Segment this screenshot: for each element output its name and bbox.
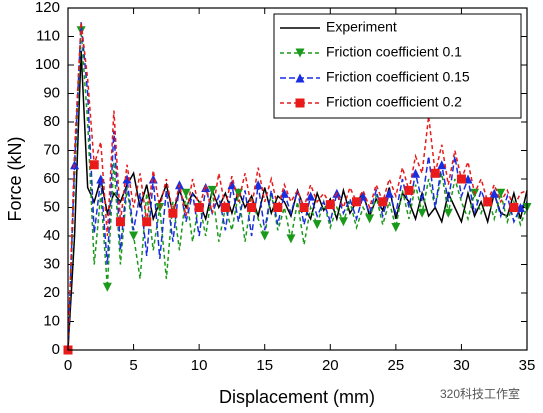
marker	[496, 188, 506, 198]
marker	[207, 185, 217, 195]
x-tick-label: 35	[519, 357, 536, 374]
marker	[365, 214, 375, 224]
marker	[273, 203, 283, 212]
x-tick-label: 15	[256, 357, 273, 374]
x-tick-label: 25	[388, 357, 405, 374]
marker	[295, 48, 305, 58]
marker	[384, 188, 394, 198]
legend-label: Friction coefficient 0.2	[326, 94, 462, 110]
marker	[456, 174, 466, 184]
y-tick-label: 20	[43, 284, 60, 301]
marker	[295, 98, 305, 108]
y-tick-label: 0	[52, 341, 60, 358]
marker	[148, 174, 158, 184]
marker	[260, 231, 270, 241]
marker	[220, 203, 230, 212]
marker	[489, 188, 499, 198]
marker	[437, 160, 447, 170]
y-tick-label: 110	[36, 27, 60, 44]
marker	[89, 160, 99, 170]
series	[67, 26, 532, 351]
marker	[306, 191, 316, 201]
marker	[411, 168, 421, 178]
marker	[115, 217, 125, 227]
legend-label: Friction coefficient 0.15	[326, 69, 470, 85]
y-tick-label: 10	[43, 312, 60, 329]
y-tick-label: 70	[43, 141, 60, 158]
legend-label: Experiment	[326, 19, 397, 35]
marker	[352, 197, 362, 207]
x-tick-label: 30	[453, 357, 470, 374]
y-axis-title: Force (kN)	[5, 137, 25, 222]
legend-box	[273, 13, 522, 119]
x-tick-label: 5	[129, 357, 137, 374]
marker	[247, 203, 257, 212]
marker	[286, 234, 296, 244]
series-line	[67, 30, 528, 351]
marker	[233, 188, 243, 198]
marker	[483, 197, 493, 207]
y-tick-label: 40	[43, 227, 60, 244]
marker	[181, 188, 191, 198]
y-tick-label: 100	[35, 56, 60, 73]
series	[63, 22, 528, 355]
marker	[295, 73, 305, 83]
marker	[129, 231, 139, 241]
y-tick-label: 120	[35, 0, 60, 16]
marker	[417, 208, 427, 218]
marker	[404, 185, 414, 195]
y-tick-label: 50	[43, 198, 60, 215]
series-line	[67, 22, 528, 351]
marker	[299, 203, 309, 212]
marker	[325, 200, 335, 210]
marker	[312, 220, 322, 230]
y-tick-label: 30	[43, 255, 60, 272]
marker	[194, 203, 204, 212]
marker	[279, 188, 289, 198]
marker	[102, 282, 112, 292]
x-tick-label: 0	[64, 357, 72, 374]
watermark: 320科技工作室	[440, 386, 520, 401]
x-axis-title: Displacement (mm)	[219, 387, 375, 407]
marker	[142, 217, 152, 227]
x-tick-label: 10	[191, 357, 208, 374]
marker	[391, 222, 401, 232]
marker	[430, 168, 440, 178]
plot-frame	[67, 7, 528, 351]
series-line	[67, 22, 528, 351]
marker	[378, 197, 388, 207]
legend-label: Friction coefficient 0.1	[326, 44, 462, 60]
marker	[253, 180, 263, 190]
marker	[338, 217, 348, 227]
marker	[509, 203, 519, 212]
y-tick-label: 60	[43, 170, 60, 187]
marker	[122, 174, 132, 184]
marker	[443, 208, 453, 218]
y-tick-label: 90	[43, 84, 60, 101]
y-tick-label: 80	[43, 113, 60, 130]
marker	[168, 208, 178, 218]
x-tick-label: 20	[322, 357, 339, 374]
